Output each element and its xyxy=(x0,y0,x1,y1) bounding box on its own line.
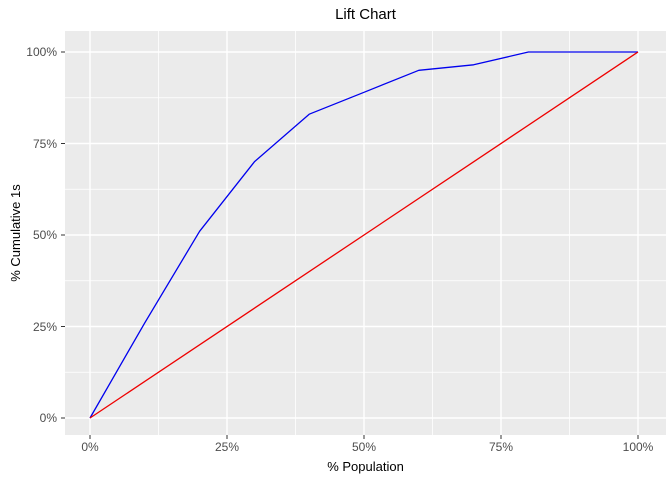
x-tick-label: 75% xyxy=(488,440,514,454)
y-tick-label: 25% xyxy=(32,319,57,334)
plot-title: Lift Chart xyxy=(335,6,396,23)
panel-group xyxy=(61,31,666,439)
cumulative-lift-line xyxy=(89,51,638,419)
x-tick-label: 50% xyxy=(351,440,377,454)
x-tick-label: 25% xyxy=(214,440,240,454)
x-tick-label: 0% xyxy=(81,440,99,454)
x-tick-label: 100% xyxy=(622,440,654,454)
y-tick-label: 100% xyxy=(26,45,57,59)
random-baseline-line xyxy=(89,51,639,419)
y-tick-label: 0% xyxy=(39,411,57,425)
y-tick-label: 50% xyxy=(32,228,57,242)
y-tick-label: 75% xyxy=(32,136,57,151)
x-axis-title: % Population xyxy=(327,459,404,474)
